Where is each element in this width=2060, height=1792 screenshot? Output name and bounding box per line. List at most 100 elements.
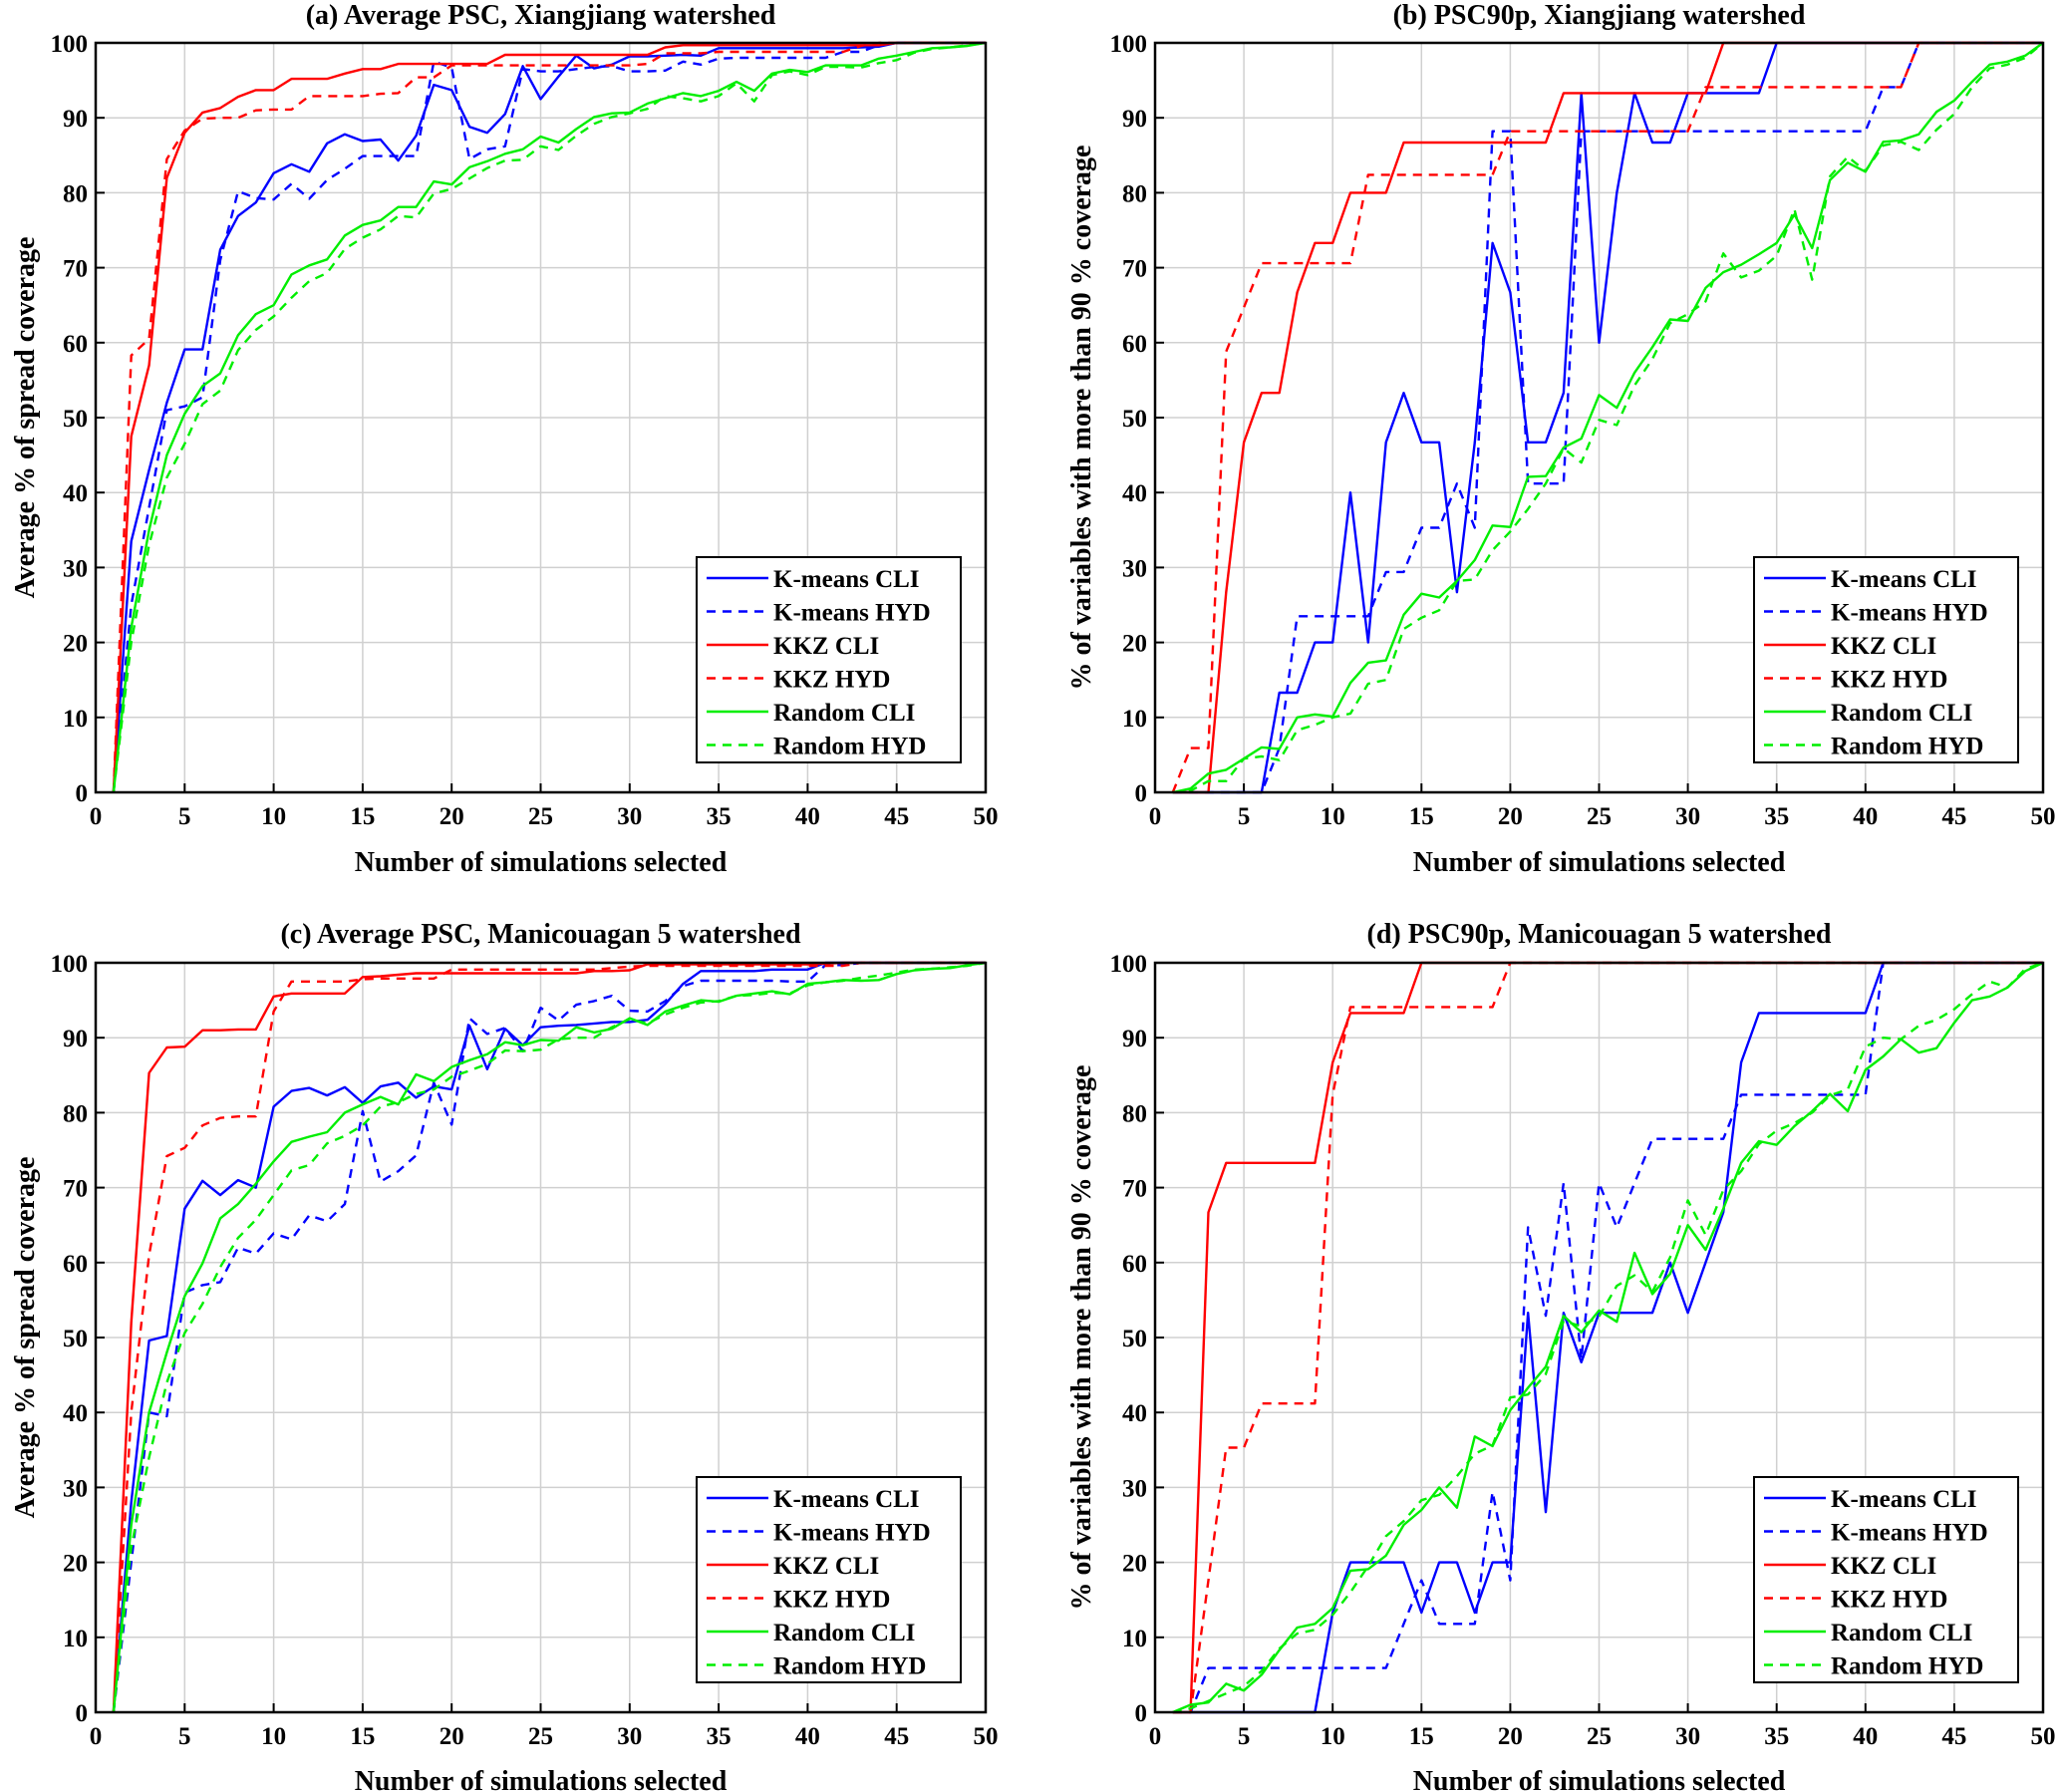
legend-box: [696, 556, 962, 763]
legend-label: K-means CLI: [1831, 1486, 1977, 1513]
y-axis-label: Average % of spread coverage: [10, 237, 41, 599]
y-tick-label: 80: [63, 1100, 88, 1127]
axes-frame: [94, 41, 988, 794]
legend-label: KKZ CLI: [1831, 633, 1936, 660]
x-tick-label: 45: [884, 803, 909, 830]
y-tick-label: 50: [63, 406, 88, 433]
series-line-kkz-hyd: [112, 41, 986, 793]
x-tick-label: 40: [1853, 803, 1878, 830]
legend-label: KKZ HYD: [773, 667, 890, 694]
series-line-random-hyd: [112, 41, 987, 793]
y-tick-label: 40: [1122, 1400, 1147, 1427]
y-tick-label: 90: [63, 106, 88, 133]
legend-label: K-means HYD: [1831, 1520, 1988, 1547]
legend-label: KKZ CLI: [1831, 1553, 1936, 1580]
x-tick-label: 5: [178, 803, 191, 830]
x-axis-label: Number of simulations selected: [355, 1766, 728, 1792]
x-tick-label: 30: [1675, 803, 1700, 830]
y-tick-label: 70: [63, 256, 88, 283]
x-tick-label: 40: [795, 1723, 820, 1750]
x-tick-label: 25: [528, 803, 553, 830]
legend-label: Random CLI: [773, 1620, 915, 1646]
x-tick-label: 5: [178, 1723, 191, 1750]
x-tick-label: 0: [1149, 1723, 1162, 1750]
legend-label: K-means CLI: [1831, 566, 1977, 593]
legend-label: K-means CLI: [773, 566, 920, 593]
y-tick-label: 10: [1122, 706, 1147, 733]
y-tick-label: 40: [63, 480, 88, 507]
series-line-k-means-hyd: [112, 41, 986, 793]
legend-label: Random CLI: [1831, 700, 1972, 727]
legend-label: Random CLI: [773, 700, 915, 727]
y-tick-label: 100: [1110, 951, 1148, 978]
legend-box: [696, 1476, 962, 1683]
y-tick-label: 10: [63, 706, 88, 733]
x-tick-label: 15: [350, 1723, 375, 1750]
y-axis-label: % of variables with more than 90 % cover…: [1066, 1065, 1097, 1611]
series-line-random-cli: [112, 41, 987, 793]
y-tick-label: 80: [63, 180, 88, 207]
x-tick-label: 5: [1238, 1723, 1251, 1750]
axes-frame: [94, 961, 988, 1714]
y-tick-label: 60: [63, 331, 88, 358]
y-tick-label: 100: [51, 31, 89, 58]
chart-title: (d) PSC90p, Manicouagan 5 watershed: [1367, 919, 1832, 950]
y-tick-label: 10: [63, 1626, 88, 1652]
y-tick-label: 60: [63, 1251, 88, 1278]
y-tick-label: 80: [1122, 1100, 1147, 1127]
legend-label: K-means CLI: [773, 1486, 920, 1513]
y-tick-label: 50: [1122, 1326, 1147, 1352]
chart-panel-3: 0 5 10 15 20 25 30 35 40 45 50 0 10 20 30 40 50 60 70 80 90 1…: [1066, 919, 2056, 1792]
y-tick-label: 30: [63, 1475, 88, 1502]
x-tick-label: 25: [1587, 803, 1612, 830]
x-tick-label: 0: [90, 803, 103, 830]
y-tick-label: 0: [1135, 1700, 1148, 1727]
legend-label: Random HYD: [1831, 734, 1984, 760]
series-line-random-cli: [1172, 42, 2044, 794]
series-line-kkz-hyd: [1171, 41, 2043, 793]
x-tick-label: 45: [884, 1723, 909, 1750]
y-tick-label: 70: [1122, 1176, 1147, 1203]
x-tick-label: 30: [617, 803, 642, 830]
chart-title: (a) Average PSC, Xiangjiang watershed: [306, 0, 776, 31]
legend-label: KKZ CLI: [773, 633, 879, 660]
y-tick-label: 70: [1122, 256, 1147, 283]
chart-title: (c) Average PSC, Manicouagan 5 watershed: [280, 919, 801, 950]
x-tick-label: 15: [1409, 803, 1434, 830]
y-tick-label: 0: [76, 1700, 89, 1727]
chart-panel-1: 0 5 10 15 20 25 30 35 40 45 50 0 10 20 30 40 50 60 70 80 90 1…: [1066, 0, 2056, 878]
x-tick-label: 20: [440, 803, 464, 830]
series-line-k-means-hyd: [1172, 41, 2043, 794]
chart-title: (b) PSC90p, Xiangjiang watershed: [1393, 0, 1806, 31]
y-axis-label: % of variables with more than 90 % cover…: [1066, 146, 1097, 691]
x-tick-label: 25: [528, 1723, 553, 1750]
x-tick-label: 35: [1764, 1723, 1789, 1750]
x-tick-label: 35: [1764, 803, 1789, 830]
y-tick-label: 50: [63, 1326, 88, 1352]
x-tick-label: 30: [1675, 1723, 1700, 1750]
y-tick-label: 0: [76, 780, 89, 807]
x-tick-label: 15: [1409, 1723, 1434, 1750]
legend-label: KKZ CLI: [773, 1553, 879, 1580]
x-tick-label: 10: [261, 803, 286, 830]
x-tick-label: 0: [90, 1723, 103, 1750]
x-tick-label: 20: [440, 1723, 464, 1750]
y-tick-label: 20: [63, 1551, 88, 1578]
x-tick-label: 50: [974, 803, 999, 830]
x-tick-label: 10: [261, 1723, 286, 1750]
y-tick-label: 60: [1122, 331, 1147, 358]
y-tick-label: 80: [1122, 180, 1147, 207]
series-line-random-hyd: [112, 961, 987, 1713]
y-tick-label: 20: [1122, 1551, 1147, 1578]
x-axis-label: Number of simulations selected: [1413, 847, 1786, 878]
y-tick-label: 50: [1122, 406, 1147, 433]
y-axis-label: Average % of spread coverage: [10, 1157, 41, 1519]
x-tick-label: 45: [1941, 1723, 1966, 1750]
y-tick-label: 30: [1122, 1475, 1147, 1502]
y-tick-label: 10: [1122, 1626, 1147, 1652]
legend-box: [1753, 556, 2019, 763]
legend: K-means CLI K-means HYD KKZ CLI KKZ HYD Rand…: [1753, 556, 2019, 763]
y-tick-label: 40: [63, 1400, 88, 1427]
x-tick-label: 0: [1149, 803, 1162, 830]
